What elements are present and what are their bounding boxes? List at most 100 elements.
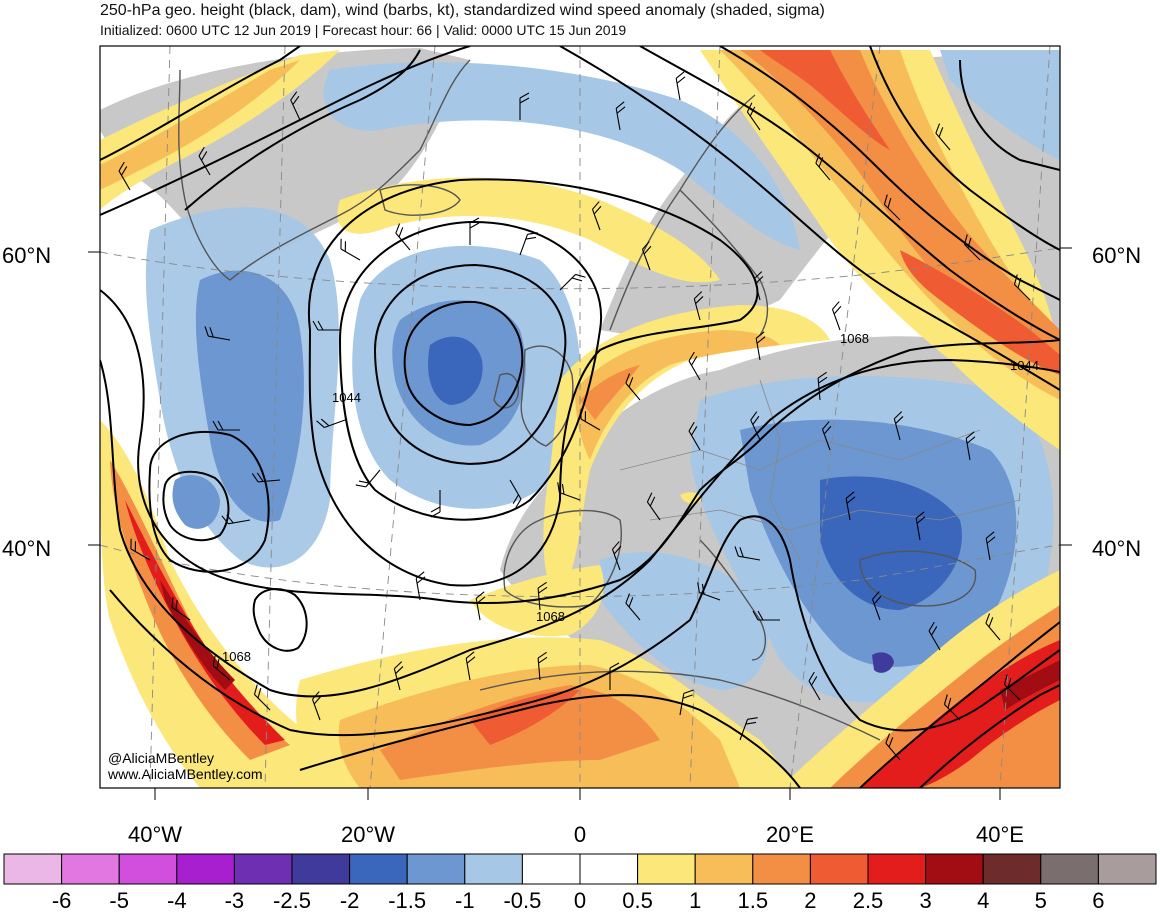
wind-barb	[693, 291, 704, 321]
credit-handle: @AliciaMBentley	[108, 750, 214, 766]
colorbar-swatch	[1040, 853, 1099, 885]
contour-sw-low-2	[162, 470, 230, 542]
wind-barb	[739, 717, 758, 741]
anomaly-pos-sw-jet-mid	[110, 460, 290, 760]
wind-barb	[430, 490, 441, 518]
colorbar-tick-label: 0.5	[622, 888, 653, 912]
wind-barb	[679, 689, 694, 716]
anomaly-pos-uk-jet-core	[575, 330, 780, 460]
chart-subtitle: Initialized: 0600 UTC 12 Jun 2019 | Fore…	[100, 22, 627, 38]
anomaly-pos-uk-jet-hot	[580, 365, 640, 420]
anomaly-neg-balkan-band	[600, 552, 768, 690]
colorbar-swatch	[464, 853, 523, 885]
colorbar-tick-label: -3	[225, 888, 245, 912]
contour-med-1	[299, 694, 801, 788]
wind-barb	[746, 102, 761, 131]
wind-barb	[965, 431, 976, 461]
wind-barb	[1003, 674, 1021, 701]
colorbar	[3, 853, 1157, 885]
colorbar-swatch	[809, 853, 869, 885]
wind-barb	[312, 320, 340, 331]
contour-low-4	[403, 300, 524, 427]
wind-barb	[311, 691, 322, 721]
colorbar-tick-label: 1.5	[738, 888, 769, 912]
anomaly-neg-low-core	[428, 336, 483, 405]
lon-label-40w: 40°W	[128, 822, 182, 847]
wind-barb	[625, 593, 641, 621]
wind-barb	[734, 546, 761, 561]
colorbar-swatch	[579, 853, 639, 885]
wind-barb	[509, 479, 522, 509]
colorbar-swatch	[752, 853, 811, 885]
border-ticks	[88, 247, 1072, 800]
contour-ridge-1	[100, 289, 1060, 605]
wind-barb	[646, 492, 661, 521]
lon-label-40e: 40°E	[976, 822, 1024, 847]
wind-barb	[316, 418, 346, 429]
coastline-layer	[178, 59, 1021, 741]
anomaly-pos-sw-jet-dark	[160, 580, 235, 690]
ireland-coast	[493, 373, 519, 409]
wind-barb	[845, 491, 856, 521]
anomaly-pos-med-jet-hot	[380, 685, 660, 780]
anomaly-neg-northeast	[940, 50, 1060, 160]
europe-border-3	[759, 379, 801, 561]
lon-label-20w: 20°W	[341, 822, 395, 847]
colorbar-tick-labels: -6 -5 -4 -3 -2.5 -2 -1.5 -1 -0.5 0 0.5 1 1.5 2 2.5 3 4 5 6	[52, 888, 1105, 912]
wind-barb	[537, 651, 548, 681]
iceland-coast	[379, 184, 461, 216]
lon-label-20e: 20°E	[766, 822, 814, 847]
colorbar-tick-label: 5	[1035, 888, 1047, 912]
map-frame-content: 1068 1044 1068 1044 1068 @AliciaMBentley…	[100, 46, 1060, 788]
colorbar-tick-label: 0	[574, 888, 586, 912]
meridian-10e	[689, 46, 721, 788]
colorbar-tick-label: 6	[1092, 888, 1104, 912]
contour-north-3	[184, 49, 421, 211]
wind-barb	[290, 91, 301, 121]
wind-barb	[469, 217, 480, 245]
colorbar-swatch	[694, 853, 754, 885]
lat-label-left-60n: 60°N	[2, 243, 51, 268]
colorbar-swatch	[925, 853, 984, 885]
wind-barb	[928, 621, 941, 651]
wind-barb	[697, 582, 721, 601]
contour-ne-2	[639, 46, 1060, 341]
greenland-coast	[178, 59, 471, 281]
meridian-20w	[369, 46, 436, 788]
wind-barb	[625, 373, 641, 401]
wind-barb	[817, 371, 828, 401]
anomaly-pos-med-jet-core	[470, 690, 580, 745]
meridian-30w	[264, 46, 286, 788]
contour-label-iberia: 1068	[536, 609, 565, 624]
contour-ne-3	[719, 46, 1060, 301]
wind-barb	[893, 411, 904, 441]
wind-barb	[943, 694, 961, 721]
contour-label-ne: 1068	[840, 331, 869, 346]
wind-barb	[212, 655, 231, 681]
colorbar-swatch	[637, 853, 696, 885]
colorbar-swatch	[291, 853, 351, 885]
europe-border-1	[619, 429, 981, 471]
contour-ne-5	[869, 46, 1060, 251]
contour-label-low: 1044	[332, 390, 361, 405]
wind-barb	[519, 232, 538, 256]
contour-sw-low-1	[148, 430, 270, 573]
anomaly-pos-sw-jet	[100, 420, 360, 788]
colorbar-swatch	[867, 853, 927, 885]
colorbar-swatch	[521, 853, 581, 885]
anomaly-neg-black-sea-core	[872, 652, 894, 673]
wind-barb	[755, 331, 766, 361]
wind-barb	[935, 123, 951, 151]
contour-se-2	[919, 684, 1060, 788]
meridian-20e	[789, 46, 881, 788]
contour-north-1	[100, 46, 471, 216]
wind-barb	[537, 581, 548, 611]
anomaly-pos-greenland-jet-core	[100, 60, 300, 190]
wind-barb	[204, 326, 231, 341]
colorbar-tick-label: 4	[977, 888, 989, 912]
anomaly-pos-ne-jet-hot	[740, 50, 1060, 370]
contour-label-east: 1044	[1010, 358, 1039, 373]
wind-barb	[221, 514, 251, 525]
contour-low-outer	[307, 178, 759, 587]
colorbar-tick-label: -6	[52, 888, 72, 912]
